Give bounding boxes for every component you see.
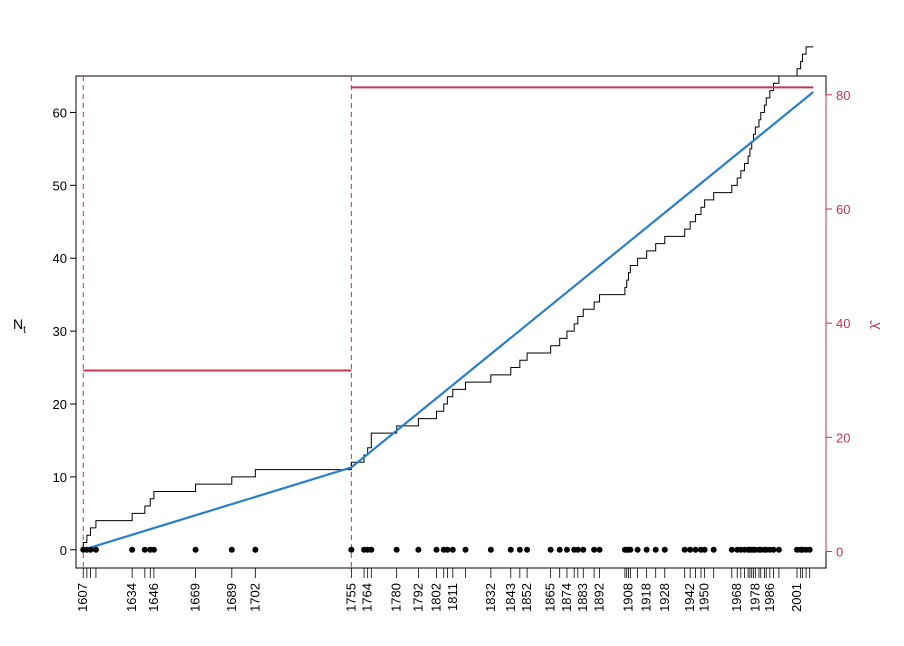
event-point <box>563 546 570 553</box>
x-tick-label: 1755 <box>343 583 358 612</box>
event-point <box>516 546 523 553</box>
event-point <box>547 546 554 553</box>
event-point <box>770 546 777 553</box>
y-tick-label: 10 <box>53 470 67 485</box>
series-layer <box>82 46 815 551</box>
x-tick-label: 1802 <box>429 583 444 612</box>
x-tick-label: 1918 <box>639 583 654 612</box>
x-tick-label: 1669 <box>188 583 203 612</box>
event-points <box>80 546 813 553</box>
event-point <box>507 546 514 553</box>
event-point <box>252 546 259 553</box>
event-point <box>596 546 603 553</box>
x-tick-label: 1780 <box>389 583 404 612</box>
event-point <box>368 546 375 553</box>
x-tick-label: 1811 <box>445 583 460 611</box>
x-tick-label: 1843 <box>503 583 518 612</box>
y2-tick-label: 40 <box>836 316 850 331</box>
y2-tick-label: 20 <box>836 430 850 445</box>
right-axis: 0 20 40 60 80 <box>825 88 850 559</box>
bottom-axis: 1607 1634 1646 1669 1689 1702 1755 1764 1780 1792… <box>75 583 804 612</box>
event-point <box>661 546 668 553</box>
x-tick-label: 1702 <box>247 583 262 612</box>
y2-tick-label: 0 <box>836 544 843 559</box>
event-point <box>728 546 735 553</box>
event-point <box>556 546 563 553</box>
y-tick-label: 40 <box>53 251 67 266</box>
event-point <box>348 546 355 553</box>
event-point <box>192 546 199 553</box>
y-tick-label: 20 <box>53 397 67 412</box>
event-point <box>129 546 136 553</box>
event-point <box>433 546 440 553</box>
y-tick-label: 30 <box>53 324 67 339</box>
event-point <box>701 546 708 553</box>
event-point <box>393 546 400 553</box>
x-tick-label: 1908 <box>621 583 636 612</box>
event-point <box>92 546 99 553</box>
event-point <box>627 546 634 553</box>
event-point <box>687 546 694 553</box>
event-point <box>524 546 531 553</box>
x-tick-label: 1928 <box>657 583 672 612</box>
x-tick-label: 1764 <box>360 583 375 612</box>
x-tick-label: 1646 <box>146 583 161 612</box>
x-tick-label: 1832 <box>483 583 498 612</box>
x-tick-label: 1883 <box>575 583 590 612</box>
x-tick-label: 1852 <box>519 583 534 612</box>
x-tick-label: 1892 <box>592 583 607 612</box>
x-tick-label: 1792 <box>410 583 425 612</box>
x-tick-label: 1689 <box>224 583 239 612</box>
event-point <box>643 546 650 553</box>
y-axis-title-subscript: t <box>23 325 26 336</box>
event-rug <box>82 568 811 578</box>
fitted-mean-line <box>82 91 815 551</box>
y2-axis-title: λ̂ <box>867 320 883 330</box>
event-point <box>87 546 94 553</box>
event-point <box>141 546 148 553</box>
event-point <box>462 546 469 553</box>
x-tick-label: 1607 <box>75 583 90 612</box>
x-tick-label: 1950 <box>697 583 712 612</box>
x-tick-label: 1986 <box>762 583 777 612</box>
x-tick-label: 2001 <box>789 583 804 612</box>
x-tick-label: 1865 <box>543 583 558 612</box>
y-tick-label: 0 <box>60 543 67 558</box>
event-point <box>692 546 699 553</box>
x-tick-label: 1968 <box>729 583 744 612</box>
y2-tick-label: 80 <box>836 88 850 103</box>
y-axis-title: Nt <box>13 316 26 336</box>
y-tick-label: 60 <box>53 105 67 120</box>
event-point <box>775 546 782 553</box>
event-point <box>681 546 688 553</box>
x-tick-label: 1978 <box>747 583 762 612</box>
event-point <box>487 546 494 553</box>
event-point <box>634 546 641 553</box>
event-point <box>150 546 157 553</box>
x-tick-label: 1874 <box>559 583 574 612</box>
event-point <box>415 546 422 553</box>
event-point <box>444 546 451 553</box>
event-point <box>449 546 456 553</box>
x-tick-label: 1634 <box>124 583 139 612</box>
changepoint-lines <box>82 76 352 568</box>
event-point <box>228 546 235 553</box>
event-point <box>652 546 659 553</box>
x-tick-label: 1942 <box>682 583 697 612</box>
left-axis: 0 10 20 30 40 50 60 <box>53 105 77 558</box>
event-point <box>806 546 813 553</box>
y-tick-label: 50 <box>53 178 67 193</box>
event-point <box>591 546 598 553</box>
event-point <box>580 546 587 553</box>
counting-process-line <box>82 46 814 550</box>
y2-tick-label: 60 <box>836 202 850 217</box>
event-point <box>574 546 581 553</box>
event-point <box>710 546 717 553</box>
plot-frame <box>75 75 827 569</box>
